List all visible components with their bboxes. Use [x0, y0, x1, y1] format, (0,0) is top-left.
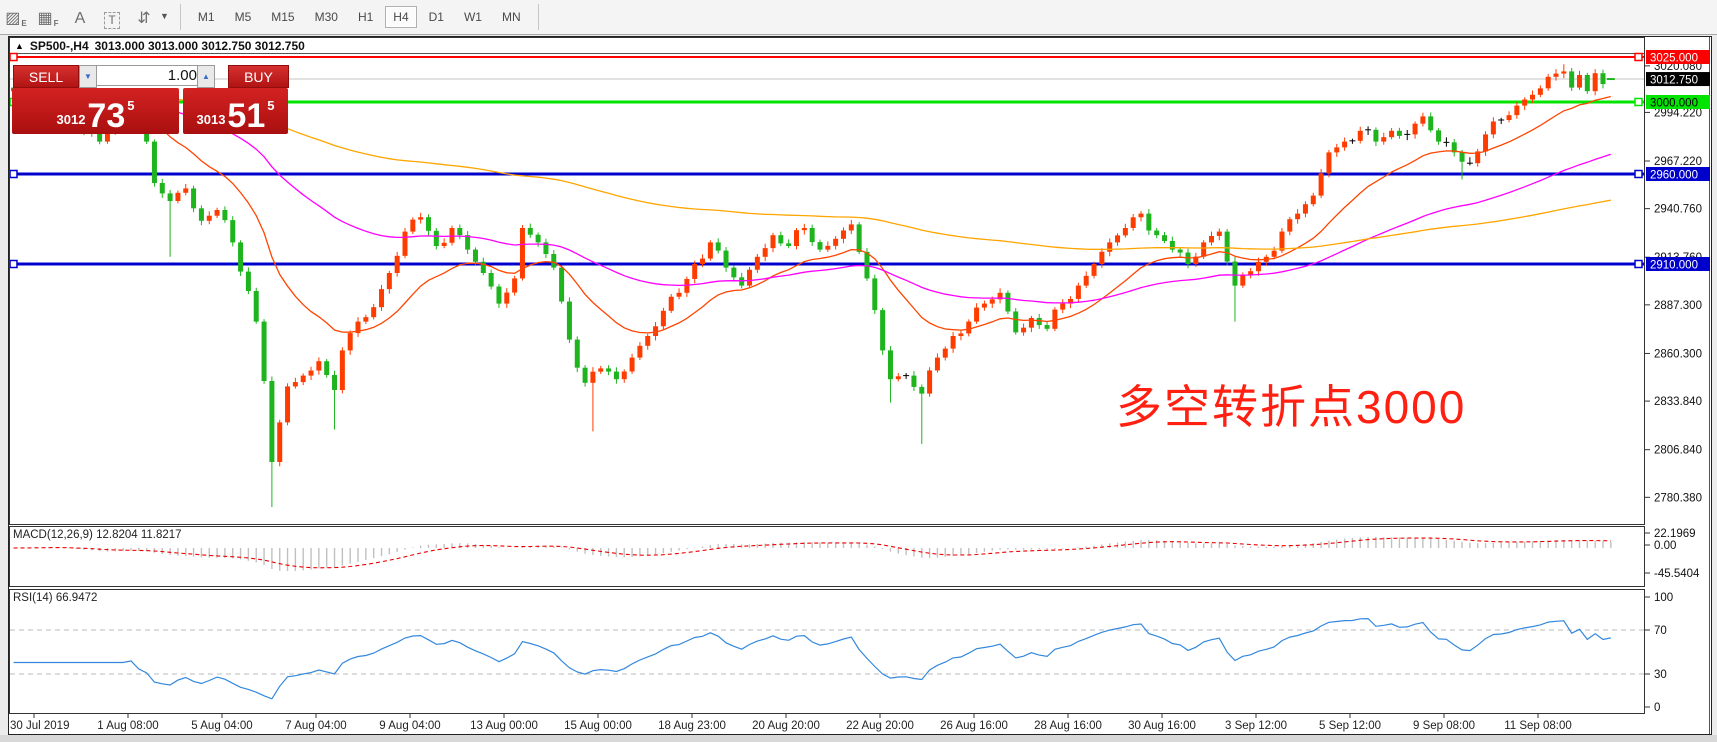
sell-button[interactable]: SELL: [13, 65, 79, 88]
chart-canvas[interactable]: 3020.0802994.2202967.2202940.7602913.760…: [9, 37, 1711, 734]
price-tick-label: 2860.300: [1654, 348, 1702, 360]
text-box-icon[interactable]: T: [99, 5, 125, 29]
price-tick-label: 2967.220: [1654, 156, 1702, 168]
time-tick-label: 11 Sep 08:00: [1504, 720, 1572, 732]
time-tick-label: 13 Aug 00:00: [470, 720, 538, 732]
time-tick-label: 20 Aug 20:00: [752, 720, 820, 732]
timeframe-button-H4[interactable]: H4: [385, 6, 417, 28]
timeframe-button-M5[interactable]: M5: [234, 10, 252, 24]
rsi-line: [13, 617, 1611, 700]
one-click-trade-panel: SELL ▼ 1.00 ▲ BUY 3012 73 5 3013 51 5: [12, 57, 292, 134]
price-tick-label: 2940.760: [1654, 204, 1702, 216]
time-tick-label: 1 Aug 08:00: [97, 720, 158, 732]
volume-increase-button[interactable]: ▲: [197, 65, 215, 88]
price-level-box: 3012.750: [1650, 75, 1698, 87]
time-tick-label: 28 Aug 16:00: [1034, 720, 1102, 732]
buy-price-pips: 51: [227, 97, 266, 135]
candles-layer: [11, 64, 1615, 507]
time-tick-label: 15 Aug 00:00: [564, 720, 632, 732]
time-tick-label: 3 Sep 12:00: [1225, 720, 1287, 732]
time-tick-label: 30 Jul 2019: [10, 720, 69, 732]
sell-price-fraction: 5: [127, 98, 135, 113]
time-tick-label: 26 Aug 16:00: [940, 720, 1008, 732]
timeframe-button-M15[interactable]: M15: [271, 10, 295, 24]
rsi-scale-label: 70: [1654, 625, 1667, 637]
price-tick-label: 2994.220: [1654, 107, 1702, 119]
time-tick-label: 9 Sep 08:00: [1413, 720, 1475, 732]
price-tick-label: 2833.840: [1654, 396, 1702, 408]
text-box-icon: T: [104, 12, 120, 29]
price-level-box: 3000.000: [1650, 98, 1698, 110]
toolbar-separator: [179, 4, 181, 30]
ohlc-values: 3013.000 3013.000 3012.750 3012.750: [94, 39, 305, 53]
price-axis[interactable]: 3020.0802994.2202967.2202940.7602913.760…: [1644, 50, 1710, 714]
mid-ma: [13, 89, 1612, 304]
sell-price-pips: 73: [87, 97, 126, 135]
time-axis[interactable]: 30 Jul 2019 1 Aug 08:00 5 Aug 04:00 7 Aug 0…: [10, 713, 1572, 733]
macd-signal-line: [13, 537, 1611, 569]
symbol-header: ▲ SP500-,H4 3013.000 3013.000 3012.750 3…: [15, 39, 305, 53]
macd-scale-label: 22.1969: [1654, 528, 1696, 540]
time-tick-label: 30 Aug 16:00: [1128, 720, 1196, 732]
draw-objects-icon: ▨: [5, 10, 21, 27]
chart-window: 3020.0802994.2202967.2202940.7602913.760…: [8, 36, 1712, 735]
price-tick-label: 2780.380: [1654, 492, 1702, 504]
toolbar-separator: [537, 4, 539, 30]
arrange-cycles-icon[interactable]: ⇵: [131, 5, 157, 29]
draw-objects-icon[interactable]: ▨ E: [5, 10, 27, 28]
text-label-icon: A: [74, 10, 86, 27]
price-level-box: 3025.000: [1650, 53, 1698, 65]
timeframe-button-MN[interactable]: MN: [501, 10, 521, 24]
window-bottom-strip: [0, 735, 1717, 742]
rsi-panel: [10, 617, 1644, 700]
buy-price-fraction: 5: [267, 98, 275, 113]
indicators-grid-icon: ▦: [37, 10, 53, 27]
text-label-icon[interactable]: A: [67, 5, 93, 29]
indicators-grid-icon[interactable]: ▦ F: [37, 10, 59, 28]
timeframe-button-W1[interactable]: W1: [463, 10, 482, 24]
buy-price-handle: 3013: [196, 112, 226, 127]
symbol-name: SP500-,H4: [29, 39, 89, 53]
rsi-scale-label: 30: [1654, 669, 1667, 681]
collapse-triangle-icon[interactable]: ▲: [15, 41, 24, 51]
time-tick-label: 7 Aug 04:00: [285, 720, 346, 732]
timeframe-button-M30[interactable]: M30: [314, 10, 338, 24]
macd-label: MACD(12,26,9) 12.8204 11.8217: [13, 529, 182, 541]
chevron-down-icon[interactable]: ▼: [160, 10, 169, 21]
buy-button[interactable]: BUY: [228, 65, 289, 88]
rsi-scale-label: 0: [1654, 702, 1660, 714]
sell-price-tile[interactable]: 3012 73 5: [12, 88, 179, 134]
time-tick-label: 5 Aug 04:00: [191, 720, 252, 732]
toolbar: ▨ E ▦ F A T ⇵ ▼ M1 M5 M15 M30 H1 H4 D1 W1 MN: [0, 0, 1717, 35]
sell-price-handle: 3012: [56, 112, 86, 127]
macd-panel: [13, 536, 1612, 572]
chart-annotation-text: 多空转折点3000: [1116, 381, 1467, 433]
macd-scale-label: 0.00: [1654, 540, 1676, 552]
arrange-cycles-icon: ⇵: [137, 10, 151, 27]
timeframe-button-H1[interactable]: H1: [357, 10, 374, 24]
time-tick-label: 9 Aug 04:00: [379, 720, 440, 732]
volume-input[interactable]: 1.00: [96, 65, 204, 86]
time-tick-label: 5 Sep 12:00: [1319, 720, 1381, 732]
price-level-box: 2960.000: [1650, 170, 1698, 182]
timeframe-button-D1[interactable]: D1: [428, 10, 444, 24]
macd-scale-label: -45.5404: [1654, 568, 1700, 580]
price-level-box: 2910.000: [1650, 260, 1698, 272]
timeframe-button-M1[interactable]: M1: [197, 10, 215, 24]
rsi-scale-label: 100: [1654, 592, 1673, 604]
fast-ma: [13, 86, 1611, 334]
buy-price-tile[interactable]: 3013 51 5: [183, 88, 288, 134]
price-tick-label: 2887.300: [1654, 300, 1702, 312]
time-tick-label: 22 Aug 20:00: [846, 720, 914, 732]
price-tick-label: 2806.840: [1654, 445, 1702, 457]
time-tick-label: 18 Aug 23:00: [658, 720, 726, 732]
rsi-label: RSI(14) 66.9472: [13, 592, 97, 604]
volume-decrease-button[interactable]: ▼: [79, 65, 97, 88]
